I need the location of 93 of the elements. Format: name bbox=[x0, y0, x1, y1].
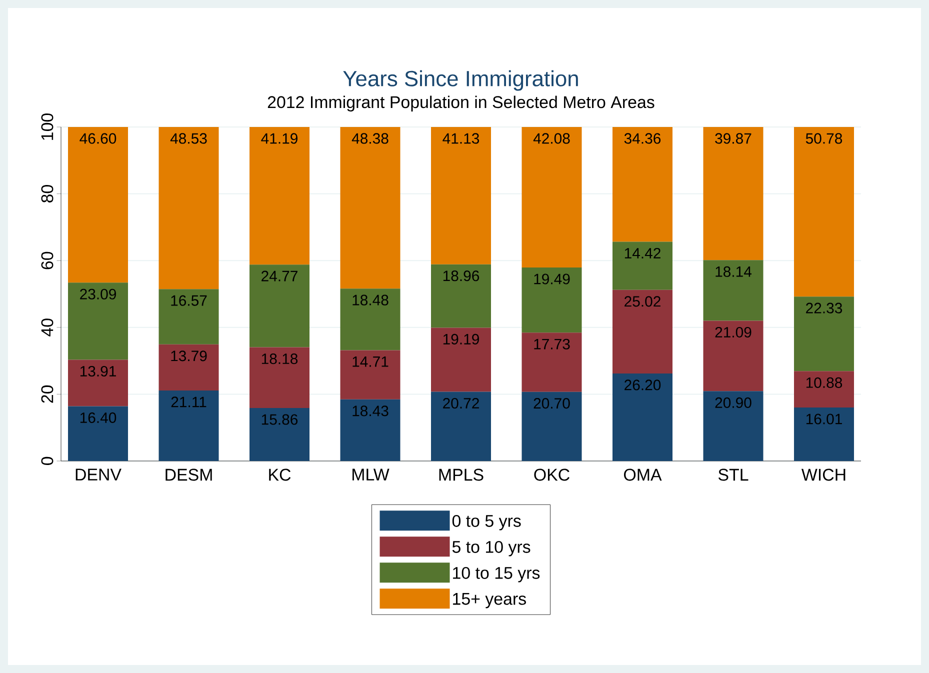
data-label: 14.71 bbox=[352, 356, 388, 367]
data-label: 15.86 bbox=[262, 414, 298, 425]
bar bbox=[703, 320, 764, 392]
chart-subtitle: 2012 Immigrant Population in Selected Metro Areas bbox=[268, 96, 654, 112]
bar bbox=[703, 391, 764, 461]
data-label: 17.73 bbox=[534, 338, 570, 350]
x-tick-label: OMA bbox=[624, 468, 662, 481]
data-label: 19.49 bbox=[534, 274, 570, 284]
bar bbox=[703, 126, 764, 260]
y-tick-label: 0 bbox=[41, 456, 54, 466]
x-tick-label: DENV bbox=[76, 468, 122, 480]
bar bbox=[250, 408, 310, 461]
data-label: 34.36 bbox=[624, 133, 661, 144]
bar bbox=[68, 282, 128, 360]
bar bbox=[612, 126, 672, 242]
data-label: 39.87 bbox=[715, 133, 752, 144]
data-label: 18.14 bbox=[716, 266, 752, 277]
data-label: 13.79 bbox=[171, 350, 207, 362]
bar bbox=[250, 347, 310, 408]
data-label: 18.96 bbox=[443, 270, 480, 282]
bar bbox=[158, 344, 219, 390]
bar bbox=[68, 406, 128, 461]
data-label: 13.91 bbox=[80, 366, 116, 377]
legend-label: 5 to 10 yrs bbox=[452, 540, 530, 556]
bar bbox=[612, 290, 672, 374]
bar bbox=[794, 126, 854, 297]
y-tick-label: 20 bbox=[41, 385, 54, 403]
bar bbox=[522, 392, 582, 461]
data-label: 16.57 bbox=[171, 295, 207, 306]
bar bbox=[431, 264, 491, 328]
data-label: 23.09 bbox=[80, 288, 116, 300]
data-label: 41.19 bbox=[261, 133, 298, 144]
data-label: 25.02 bbox=[624, 296, 660, 307]
data-label: 10.88 bbox=[806, 377, 842, 388]
data-label: 48.38 bbox=[352, 133, 388, 144]
y-tick-label: 40 bbox=[41, 318, 54, 336]
x-tick-label: STL bbox=[718, 468, 748, 481]
data-label: 48.53 bbox=[170, 133, 207, 144]
data-label: 46.60 bbox=[80, 133, 116, 144]
data-label: 42.08 bbox=[533, 133, 570, 144]
data-label: 20.90 bbox=[715, 397, 752, 408]
data-label: 14.42 bbox=[624, 248, 660, 258]
bar bbox=[794, 371, 854, 408]
bar bbox=[340, 126, 400, 289]
bar bbox=[68, 360, 128, 406]
x-tick-label: DESM bbox=[166, 468, 212, 481]
bar bbox=[158, 126, 219, 290]
x-tick-label: OKC bbox=[534, 468, 570, 481]
data-label: 22.33 bbox=[806, 302, 842, 314]
x-tick-label: WICH bbox=[802, 468, 846, 481]
data-label: 20.70 bbox=[534, 398, 570, 409]
x-tick-label: MLW bbox=[352, 468, 390, 480]
data-label: 16.01 bbox=[806, 414, 842, 424]
bar bbox=[431, 328, 491, 392]
data-label: 18.48 bbox=[352, 294, 388, 306]
bar bbox=[612, 242, 672, 290]
bar bbox=[612, 373, 672, 461]
data-label: 18.18 bbox=[262, 353, 298, 364]
data-label: 26.20 bbox=[624, 380, 661, 390]
y-tick-label: 60 bbox=[41, 252, 54, 270]
bar bbox=[250, 264, 310, 348]
data-label: 21.09 bbox=[715, 326, 752, 338]
y-tick-label: 100 bbox=[41, 114, 54, 140]
bar bbox=[522, 268, 582, 333]
bar bbox=[522, 332, 582, 392]
bar bbox=[431, 126, 491, 264]
data-label: 19.19 bbox=[443, 334, 479, 344]
legend-label: 15+ years bbox=[453, 593, 526, 608]
data-label: 18.43 bbox=[352, 406, 388, 416]
y-tick-label: 80 bbox=[41, 185, 54, 202]
x-tick-label: MPLS bbox=[439, 468, 484, 481]
bar bbox=[703, 260, 764, 321]
data-label: 21.11 bbox=[171, 396, 206, 408]
bar bbox=[431, 392, 491, 461]
bar bbox=[340, 399, 400, 461]
bar bbox=[794, 296, 854, 372]
bar bbox=[340, 350, 400, 400]
data-label: 20.72 bbox=[443, 398, 479, 409]
legend-label: 0 to 5 yrs bbox=[452, 514, 521, 530]
data-label: 24.77 bbox=[262, 270, 298, 282]
bar bbox=[522, 126, 582, 268]
chart-title: Years Since Immigration bbox=[343, 70, 578, 91]
data-label: 41.13 bbox=[442, 133, 480, 144]
data-label: 16.40 bbox=[80, 412, 116, 423]
x-tick-label: KC bbox=[269, 468, 291, 481]
bar bbox=[158, 390, 219, 461]
data-label: 50.78 bbox=[806, 133, 842, 144]
legend-label: 10 to 15 yrs bbox=[453, 566, 540, 582]
bar bbox=[340, 288, 400, 350]
bar bbox=[250, 126, 310, 265]
bar bbox=[68, 126, 128, 283]
bar bbox=[794, 408, 854, 461]
bar bbox=[158, 289, 219, 344]
